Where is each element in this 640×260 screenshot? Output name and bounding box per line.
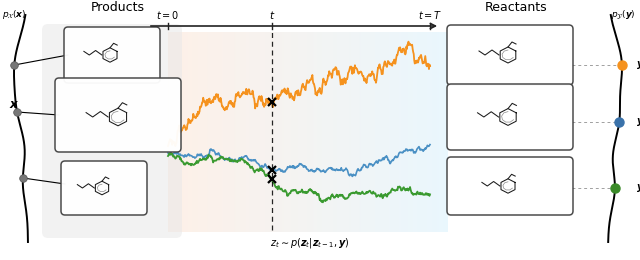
Text: $t=0$: $t=0$ [156, 9, 180, 21]
Text: $p_{\mathcal{X}}(\boldsymbol{x})$: $p_{\mathcal{X}}(\boldsymbol{x})$ [2, 8, 26, 21]
Text: $t$: $t$ [269, 9, 275, 21]
FancyBboxPatch shape [447, 25, 573, 85]
Text: $\boldsymbol{y}_1$: $\boldsymbol{y}_1$ [636, 59, 640, 71]
Text: $z_t \sim p(\boldsymbol{z}_t|\boldsymbol{z}_{t-1}, \boldsymbol{y})$: $z_t \sim p(\boldsymbol{z}_t|\boldsymbol… [270, 236, 350, 250]
Text: $p_{\mathcal{Y}}(\boldsymbol{y})$: $p_{\mathcal{Y}}(\boldsymbol{y})$ [611, 8, 636, 22]
FancyBboxPatch shape [447, 84, 573, 150]
FancyBboxPatch shape [61, 161, 147, 215]
Text: Reactants: Reactants [484, 1, 547, 14]
FancyBboxPatch shape [447, 157, 573, 215]
Text: $\boldsymbol{y}_2$: $\boldsymbol{y}_2$ [636, 116, 640, 128]
Text: $\boldsymbol{y}_3$: $\boldsymbol{y}_3$ [636, 182, 640, 194]
Text: $t=T$: $t=T$ [418, 9, 442, 21]
FancyBboxPatch shape [55, 78, 181, 152]
Text: Products: Products [91, 1, 145, 14]
FancyBboxPatch shape [64, 27, 160, 83]
FancyBboxPatch shape [42, 24, 182, 238]
Text: $\boldsymbol{x}$: $\boldsymbol{x}$ [9, 99, 19, 112]
